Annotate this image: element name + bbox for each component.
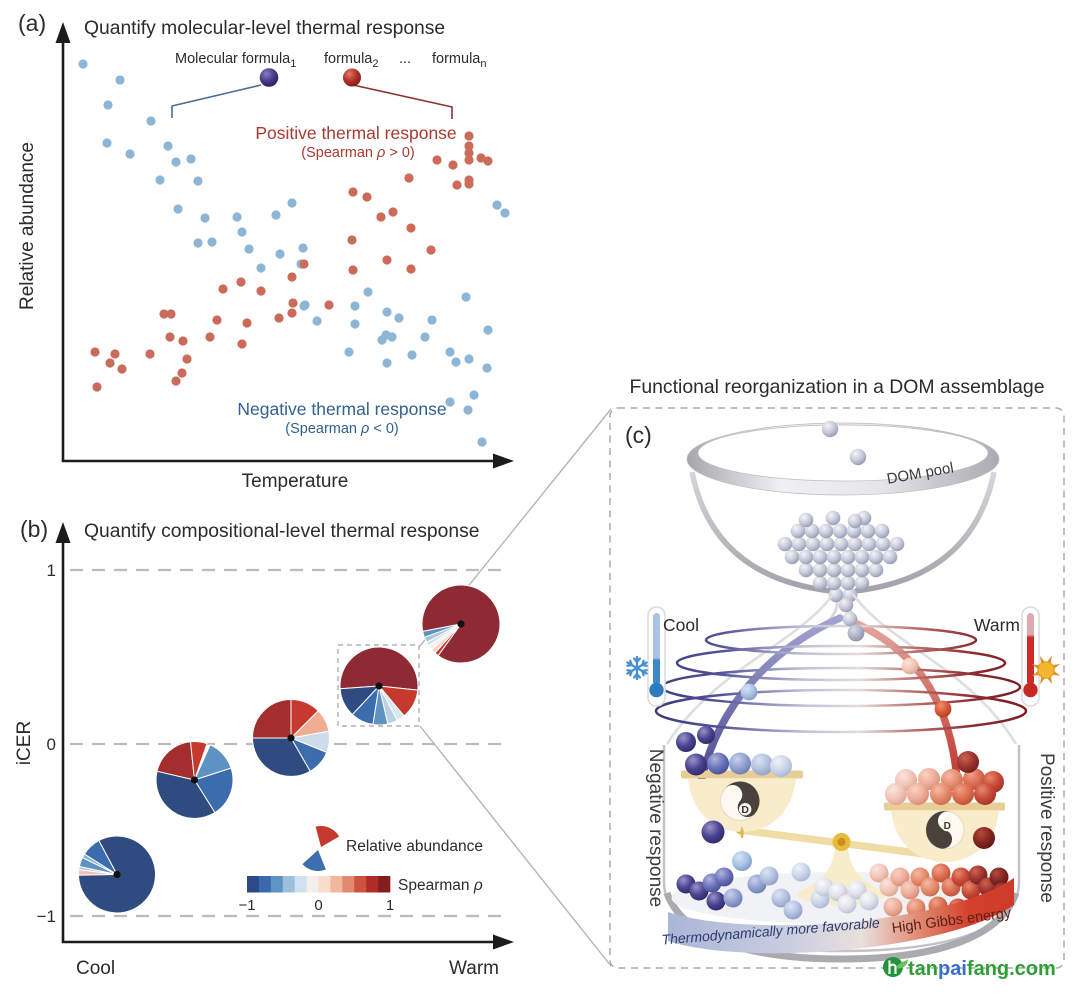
svg-text:(a): (a) xyxy=(18,10,46,36)
svg-text:1: 1 xyxy=(386,897,394,914)
svg-text:Spearman ρ: Spearman ρ xyxy=(398,877,483,894)
svg-text:Cool: Cool xyxy=(76,958,115,979)
svg-text:(Spearman ρ < 0): (Spearman ρ < 0) xyxy=(285,421,399,437)
svg-text:...: ... xyxy=(399,51,411,67)
svg-text:−1: −1 xyxy=(238,897,255,914)
svg-text:D: D xyxy=(741,804,749,816)
svg-text:Warm: Warm xyxy=(974,615,1020,635)
svg-text:Relative abundance: Relative abundance xyxy=(346,838,483,855)
svg-text:Negative response: Negative response xyxy=(645,749,666,907)
svg-text:formula2: formula2 xyxy=(324,51,378,70)
svg-text:iCER: iCER xyxy=(14,721,35,765)
svg-text:D: D xyxy=(944,821,951,832)
svg-text:Positive thermal response: Positive thermal response xyxy=(255,123,456,143)
svg-text:−1: −1 xyxy=(37,907,56,926)
svg-text:Cool: Cool xyxy=(663,615,699,635)
svg-text:Relative abundance: Relative abundance xyxy=(17,142,38,310)
svg-text:Quantify compositional-level t: Quantify compositional-level thermal res… xyxy=(84,521,479,542)
svg-text:Molecular formula1: Molecular formula1 xyxy=(175,51,296,70)
svg-text:Warm: Warm xyxy=(449,958,499,979)
svg-text:Temperature: Temperature xyxy=(242,471,349,492)
svg-text:formulan: formulan xyxy=(432,51,486,70)
svg-text:Positive response: Positive response xyxy=(1036,753,1057,903)
svg-text:(c): (c) xyxy=(625,422,652,448)
svg-text:0: 0 xyxy=(314,897,322,914)
svg-text:0: 0 xyxy=(47,735,56,754)
svg-text:tanpaifang.com: tanpaifang.com xyxy=(908,958,1056,980)
svg-text:(b): (b) xyxy=(20,516,48,542)
svg-text:Functional reorganization in a: Functional reorganization in a DOM assem… xyxy=(630,376,1045,398)
svg-text:1: 1 xyxy=(47,561,56,580)
svg-text:Quantify molecular-level therm: Quantify molecular-level thermal respons… xyxy=(84,18,445,39)
svg-text:Negative thermal response: Negative thermal response xyxy=(237,399,446,419)
svg-text:(Spearman ρ > 0): (Spearman ρ > 0) xyxy=(301,145,415,161)
